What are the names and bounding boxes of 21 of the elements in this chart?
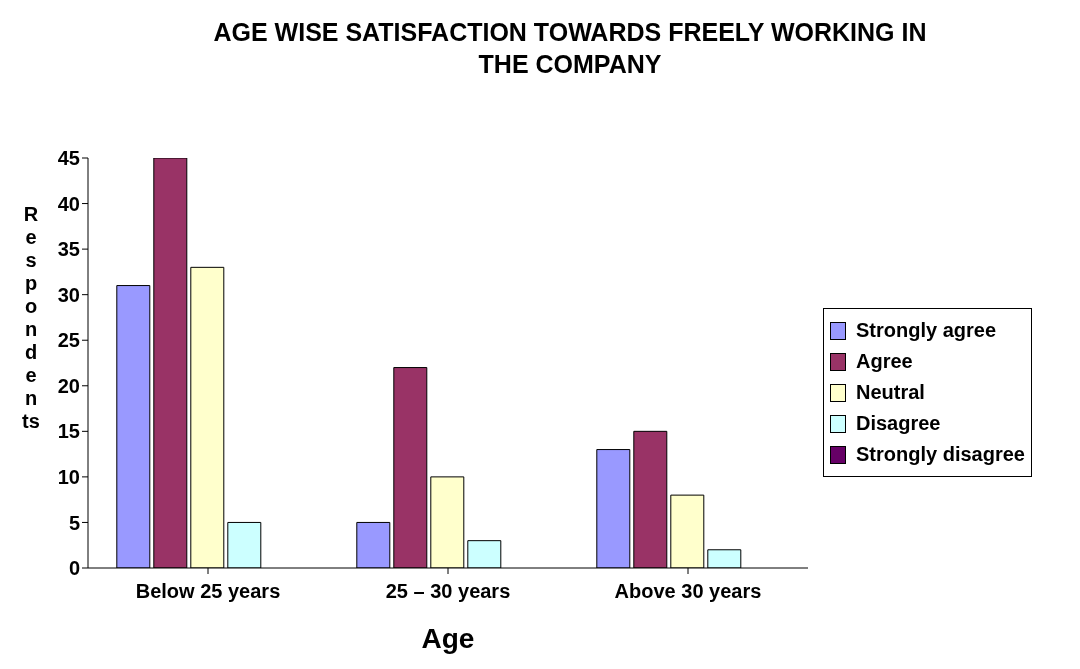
legend-label: Strongly agree bbox=[855, 318, 998, 343]
y-tick-label: 40 bbox=[57, 192, 80, 215]
y-tick-label: 35 bbox=[57, 238, 80, 261]
y-tick-label: 10 bbox=[57, 465, 80, 488]
y-tick-label: 45 bbox=[57, 147, 80, 170]
legend-label: Neutral bbox=[855, 380, 926, 405]
y-tick-label: 20 bbox=[57, 374, 80, 397]
y-tick-label: 0 bbox=[68, 557, 80, 580]
y-tick-label: 30 bbox=[57, 283, 80, 306]
x-tick-label: Above 30 years bbox=[614, 580, 762, 603]
legend-label: Strongly disagree bbox=[855, 442, 1025, 467]
x-tick-label: Below 25 years bbox=[135, 580, 281, 603]
y-tick-label: 15 bbox=[57, 420, 80, 443]
chart-title: AGE WISE SATISFACTION TOWARDS FREELY WORKING IN THE COMPANY bbox=[212, 17, 928, 80]
x-axis-title: Age bbox=[420, 623, 476, 655]
text: Respondents bbox=[22, 203, 40, 432]
x-tick-label: 25 – 30 years bbox=[385, 580, 511, 603]
legend-label: Disagree bbox=[855, 411, 942, 436]
y-tick-label: 5 bbox=[68, 511, 80, 534]
legend-label: Agree bbox=[855, 349, 914, 374]
y-tick-label: 25 bbox=[57, 329, 80, 352]
